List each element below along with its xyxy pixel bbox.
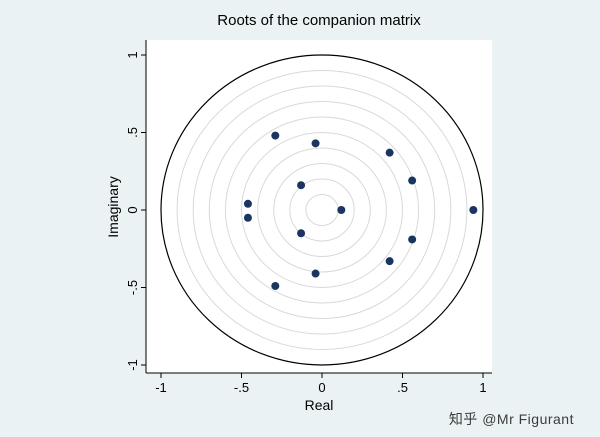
root-point (297, 229, 306, 238)
x-tick-label: -.5 (234, 380, 249, 395)
y-tick-label: .5 (125, 127, 140, 138)
watermark: 知乎 @Mr Figurant (448, 411, 574, 427)
x-tick-label: -1 (155, 380, 167, 395)
root-point (243, 213, 252, 222)
y-axis-title: Imaginary (105, 176, 121, 238)
y-tick-label: 0 (125, 206, 140, 213)
chart-title: Roots of the companion matrix (217, 12, 421, 29)
root-point (408, 176, 417, 185)
grid-circle (289, 178, 355, 242)
grid-circle (224, 116, 420, 304)
root-point (297, 181, 306, 190)
plot-region (146, 40, 492, 373)
grid-circle (208, 101, 436, 319)
root-point (385, 257, 394, 266)
x-tick-label: 0 (318, 380, 325, 395)
root-point (243, 199, 252, 208)
x-tick-label: .5 (397, 380, 408, 395)
y-tick-label: -1 (125, 359, 140, 371)
root-point (271, 131, 280, 140)
grid-circle (241, 132, 403, 288)
grid-circle (257, 147, 387, 273)
root-point (469, 206, 478, 214)
root-point (385, 148, 394, 157)
root-point (337, 206, 346, 214)
x-tick-label: 1 (479, 380, 486, 395)
grid-circle (176, 70, 468, 350)
y-tick-label: 1 (125, 51, 140, 58)
unit-circle (160, 54, 484, 366)
root-point (271, 281, 280, 290)
x-axis-title: Real (304, 397, 334, 413)
root-point (311, 269, 320, 278)
grid-circle (273, 163, 371, 257)
y-tick-label: -.5 (125, 280, 140, 295)
root-point (408, 235, 417, 244)
root-point (311, 139, 320, 148)
grid-circle (192, 85, 452, 335)
